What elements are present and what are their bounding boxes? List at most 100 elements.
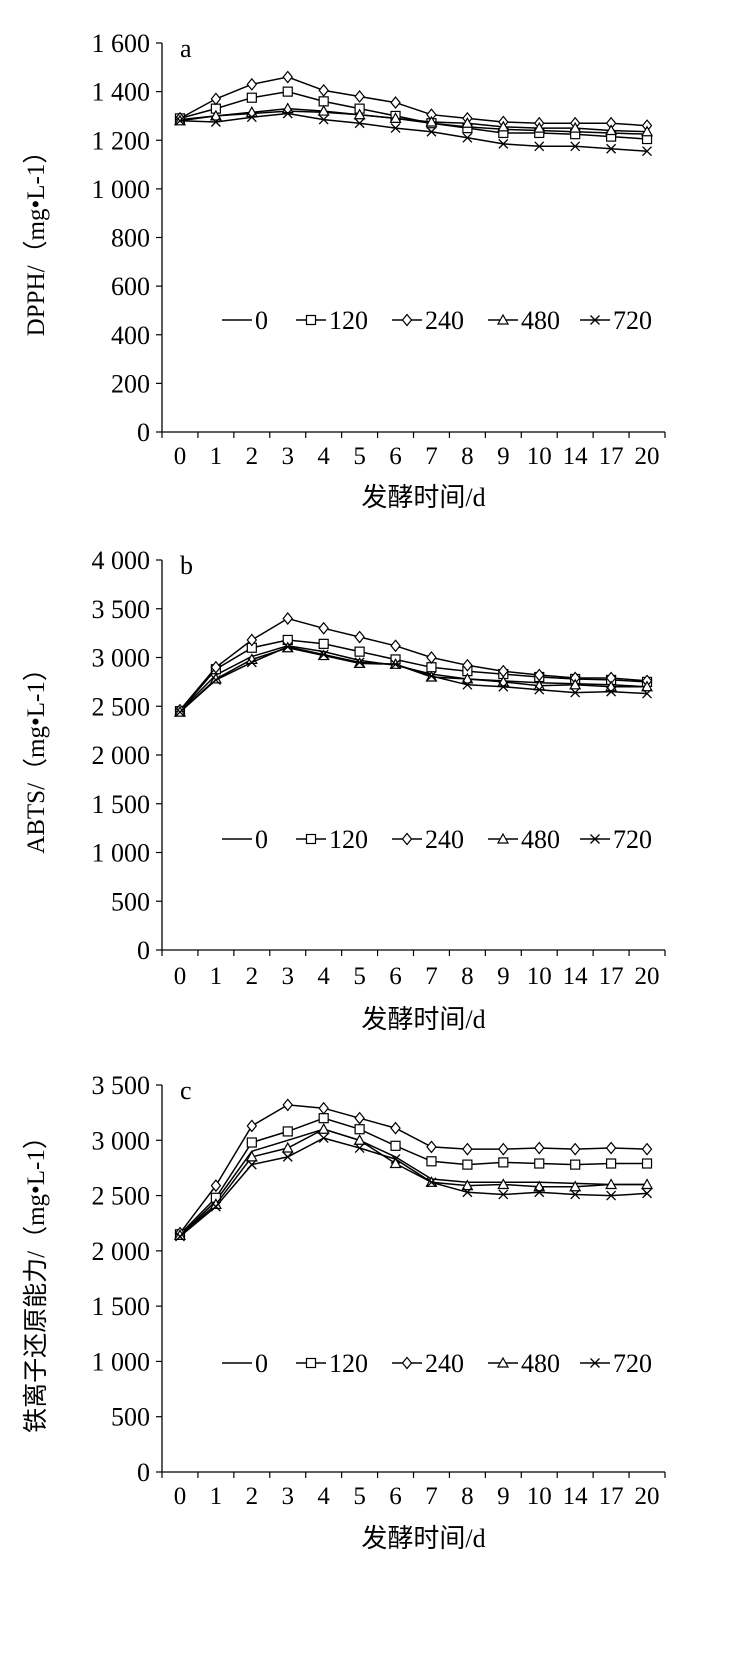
data-point-720	[390, 659, 401, 670]
data-point-720	[462, 132, 473, 143]
y-tick-label: 1 500	[92, 1292, 151, 1321]
x-tick-label: 2	[246, 1483, 259, 1510]
data-point-240	[318, 83, 329, 97]
series-720	[175, 1133, 652, 1242]
data-point-120	[282, 86, 293, 97]
legend-label-240: 240	[425, 825, 464, 854]
x-tick-label: 3	[282, 443, 295, 470]
panel-label: a	[180, 34, 192, 63]
data-point-720	[354, 118, 365, 129]
data-point-480	[461, 116, 474, 128]
x-tick-label: 14	[563, 963, 589, 990]
series-line-480	[179, 1128, 647, 1236]
data-point-720	[246, 112, 257, 123]
x-tick-label: 6	[389, 1483, 402, 1510]
x-tick-label: 17	[599, 1483, 624, 1510]
data-point-720	[642, 688, 652, 699]
data-point-720	[606, 143, 617, 154]
data-point-480	[461, 1179, 474, 1191]
x-axis-title: 发酵时间/d	[361, 483, 485, 512]
series-480	[173, 1122, 654, 1240]
data-point-720	[318, 1133, 329, 1144]
x-tick-label: 9	[497, 963, 510, 990]
data-point-720	[534, 141, 545, 152]
data-point-720	[390, 123, 401, 134]
series-720	[175, 641, 652, 718]
data-point-480	[533, 121, 546, 133]
x-tick-label: 1	[210, 1483, 223, 1510]
legend-label-120: 120	[329, 306, 368, 335]
y-tick-label: 1 400	[92, 78, 151, 107]
y-tick-label: 3 500	[92, 595, 151, 624]
series-line-240	[179, 76, 648, 127]
data-point-480	[497, 120, 510, 132]
data-point-120	[318, 638, 329, 649]
y-tick-label: 4 000	[92, 546, 151, 575]
y-tick-label: 500	[111, 1403, 150, 1432]
series-720	[175, 108, 652, 157]
panel-label: b	[180, 551, 193, 580]
legend-label-720: 720	[613, 306, 652, 335]
data-point-720	[175, 115, 185, 126]
x-tick-label: 2	[246, 443, 259, 470]
legend-label-120: 120	[329, 825, 368, 854]
x-tick-label: 0	[174, 443, 187, 470]
legend-marker-120	[305, 833, 317, 845]
series-line-120	[179, 1117, 647, 1235]
data-point-240	[318, 1101, 329, 1115]
x-tick-label: 17	[599, 443, 624, 470]
legend-marker-240	[401, 313, 413, 327]
data-point-720	[534, 684, 545, 695]
data-point-120	[534, 1158, 545, 1169]
data-point-720	[282, 108, 293, 119]
y-tick-label: 1 600	[92, 29, 151, 58]
data-point-480	[425, 115, 438, 127]
data-point-480	[317, 1122, 330, 1134]
data-point-480	[605, 124, 618, 136]
y-axis-title: 铁离子还原能力/（mg•L-1）	[22, 1124, 50, 1433]
data-point-480	[245, 1150, 258, 1162]
data-point-120	[318, 1113, 329, 1124]
y-tick-label: 500	[111, 887, 150, 916]
series-line-0	[179, 1128, 647, 1236]
data-point-240	[318, 621, 329, 635]
x-tick-label: 1	[210, 443, 223, 470]
data-point-720	[426, 126, 437, 137]
legend-marker-120	[305, 314, 317, 326]
legend-label-720: 720	[613, 825, 652, 854]
series-line-720	[179, 112, 648, 152]
data-point-120	[606, 1158, 617, 1169]
data-point-720	[354, 1143, 365, 1153]
x-tick-label: 20	[635, 963, 660, 990]
data-point-240	[246, 77, 258, 91]
x-tick-label: 17	[599, 963, 624, 990]
y-axis-title: DPPH/（mg•L-1）	[22, 139, 50, 337]
legend-marker-240	[401, 832, 413, 846]
data-point-480	[353, 1134, 366, 1145]
legend-label-120: 120	[329, 1349, 368, 1378]
data-point-720	[498, 1189, 509, 1200]
data-point-480	[569, 1180, 582, 1192]
y-tick-label: 1 500	[92, 790, 151, 819]
legend-marker-240	[401, 1356, 413, 1370]
data-point-240	[282, 612, 294, 625]
data-point-720	[282, 1151, 293, 1162]
data-point-240	[282, 70, 294, 84]
data-point-240	[462, 658, 473, 672]
legend-marker-720	[590, 315, 600, 325]
data-point-120	[318, 96, 329, 107]
data-point-720	[175, 1231, 185, 1242]
x-tick-label: 4	[317, 963, 330, 990]
series-line-240	[179, 617, 648, 711]
data-point-240	[246, 1119, 258, 1133]
data-point-120	[426, 1156, 437, 1167]
data-point-120	[498, 1157, 509, 1168]
x-tick-label: 9	[497, 1483, 510, 1510]
data-point-480	[281, 1141, 294, 1153]
legend-marker-720	[590, 1358, 600, 1368]
data-point-720	[570, 1189, 581, 1200]
data-point-240	[246, 633, 258, 647]
